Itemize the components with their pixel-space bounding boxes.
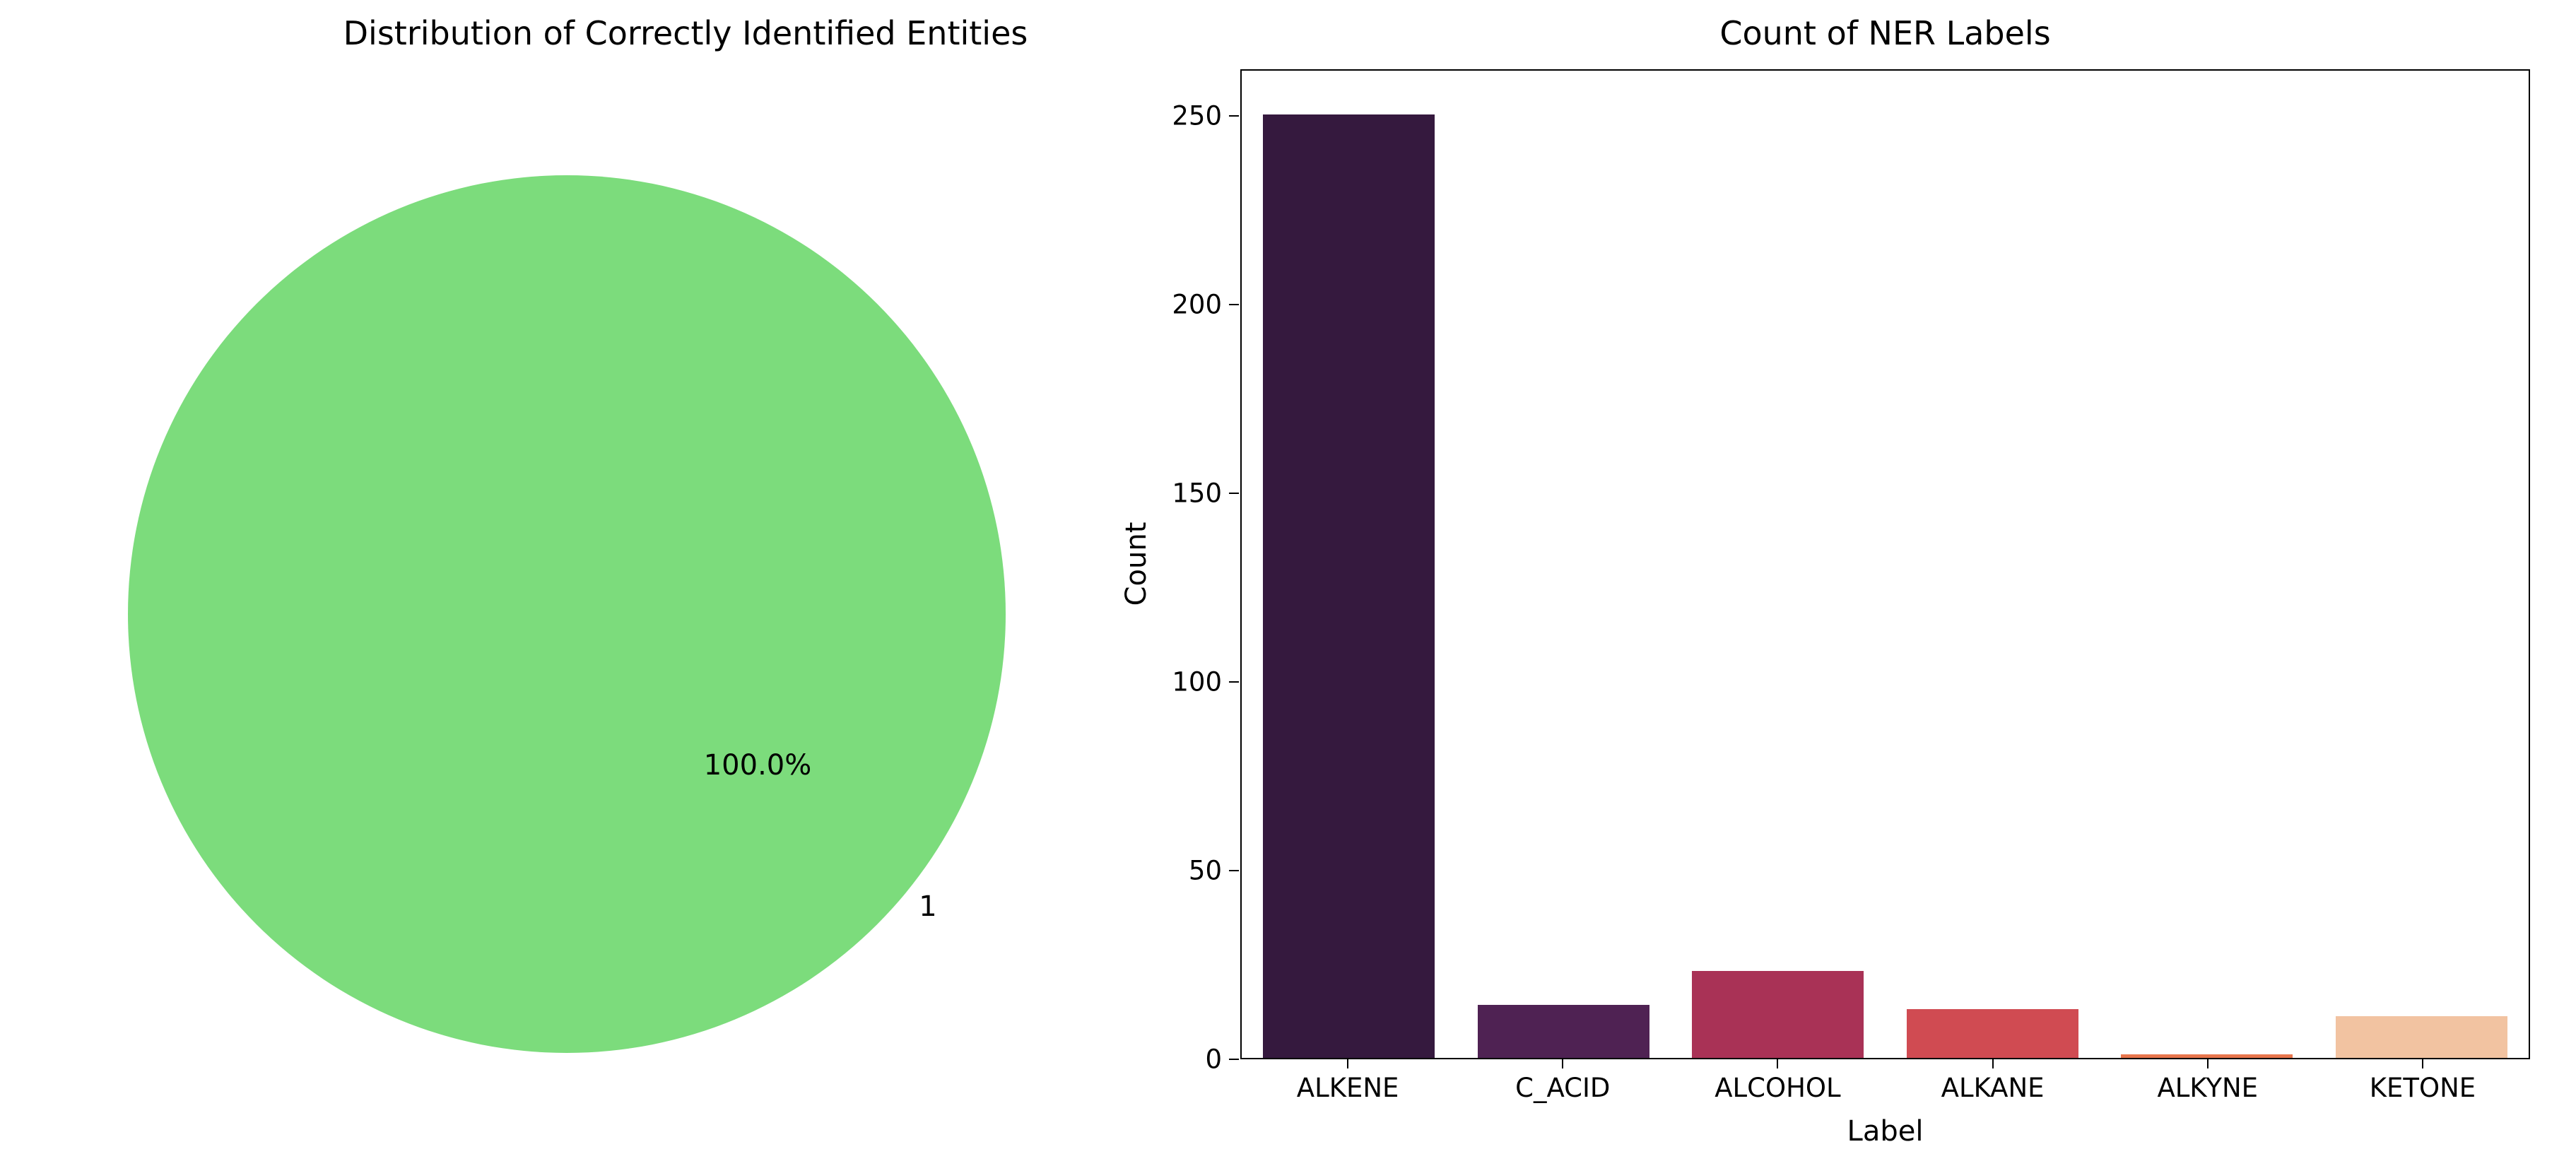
bar-alkene <box>1263 114 1435 1058</box>
x-tick: ALCOHOL <box>1670 1059 1885 1103</box>
bar-c_acid <box>1477 1005 1649 1058</box>
y-tick-mark <box>1229 304 1239 306</box>
y-tick-label: 150 <box>1172 478 1222 509</box>
bar-alkyne <box>2121 1054 2293 1058</box>
bar-alkane <box>1906 1008 2078 1058</box>
bar-chart-title: Count of NER Labels <box>1719 14 2051 52</box>
bar-slot <box>2315 71 2529 1058</box>
x-tick-mark <box>1777 1059 1779 1068</box>
pie-wedge-label: 1 <box>919 890 937 923</box>
x-tick-label: ALKENE <box>1296 1073 1399 1103</box>
y-tick-mark <box>1229 493 1239 495</box>
bar-ketone <box>2335 1016 2507 1058</box>
y-tick-mark <box>1229 870 1239 872</box>
bar-slot <box>1671 71 1886 1058</box>
bar-slot <box>1886 71 2100 1058</box>
x-tick-label: C_ACID <box>1515 1073 1611 1103</box>
x-tick-label: ALCOHOL <box>1715 1073 1841 1103</box>
y-tick-label: 0 <box>1205 1044 1222 1075</box>
x-axis-ticks: ALKENE C_ACID ALCOHOL ALKANE ALKYNE KETONE <box>1240 1059 2530 1103</box>
x-tick: ALKANE <box>1886 1059 2100 1103</box>
pie-wedge <box>128 175 1006 1053</box>
x-tick: ALKENE <box>1240 1059 1455 1103</box>
x-tick-mark <box>1562 1059 1564 1068</box>
bar-slot <box>1457 71 1671 1058</box>
x-tick: ALKYNE <box>2100 1059 2315 1103</box>
x-axis-label: Label <box>1847 1115 1924 1148</box>
bar-alcohol <box>1692 971 1864 1058</box>
x-tick-mark <box>2206 1059 2209 1068</box>
y-tick-label: 50 <box>1188 855 1222 886</box>
pie-percentage-label: 100.0% <box>703 749 812 782</box>
bar-plot-area <box>1240 69 2530 1059</box>
bars-row <box>1242 71 2529 1058</box>
y-tick-mark <box>1229 1059 1239 1060</box>
x-tick-mark <box>1992 1059 1994 1068</box>
x-tick: C_ACID <box>1455 1059 1670 1103</box>
bar-slot <box>2100 71 2315 1058</box>
y-tick-mark <box>1229 115 1239 117</box>
y-axis-label: Count <box>1120 522 1153 606</box>
y-tick-label: 250 <box>1172 100 1222 131</box>
x-tick-mark <box>2421 1059 2423 1068</box>
x-tick-label: ALKYNE <box>2157 1073 2259 1103</box>
bar-slot <box>1242 71 1457 1058</box>
y-tick-label: 100 <box>1172 666 1222 697</box>
y-tick-label: 200 <box>1172 289 1222 320</box>
pie-chart-title: Distribution of Correctly Identified Ent… <box>343 14 1028 52</box>
x-tick-label: KETONE <box>2369 1073 2476 1103</box>
y-tick-mark <box>1229 681 1239 683</box>
x-tick: KETONE <box>2315 1059 2530 1103</box>
x-tick-label: ALKANE <box>1941 1073 2045 1103</box>
x-tick-mark <box>1347 1059 1349 1068</box>
